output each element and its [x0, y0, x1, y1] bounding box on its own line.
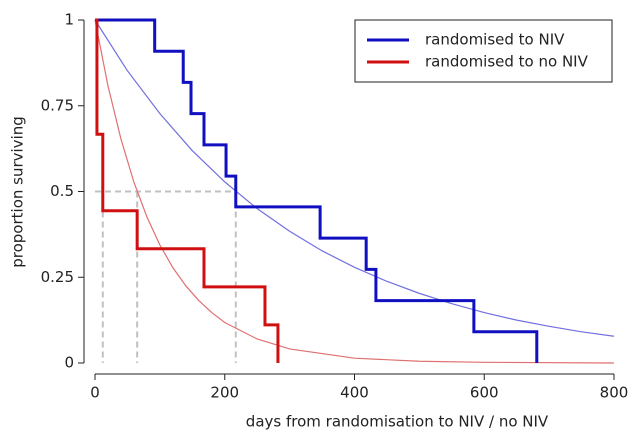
x-tick-label: 600: [470, 384, 499, 402]
fitted-curve: [94, 19, 615, 337]
y-tick-label: 0.75: [41, 96, 74, 114]
x-tick-label: 400: [340, 384, 369, 402]
legend-box: [354, 19, 613, 83]
x-tick-label: 0: [90, 384, 100, 402]
x-tick-label: 800: [600, 384, 629, 402]
legend-label: randomised to no NIV: [425, 53, 589, 71]
y-axis-label: proportion surviving: [9, 116, 27, 268]
y-tick-label: 1: [64, 11, 74, 29]
legend-label: randomised to NIV: [425, 31, 565, 49]
survival-curve: [95, 18, 280, 363]
x-axis-label: days from randomisation to NIV / no NIV: [246, 413, 549, 431]
y-tick-label: 0.5: [50, 182, 74, 200]
y-tick-label: 0: [64, 354, 74, 372]
x-tick-label: 200: [210, 384, 239, 402]
y-tick-label: 0.25: [41, 268, 74, 286]
survival-curve: [95, 18, 539, 363]
fitted-curve: [94, 19, 615, 364]
